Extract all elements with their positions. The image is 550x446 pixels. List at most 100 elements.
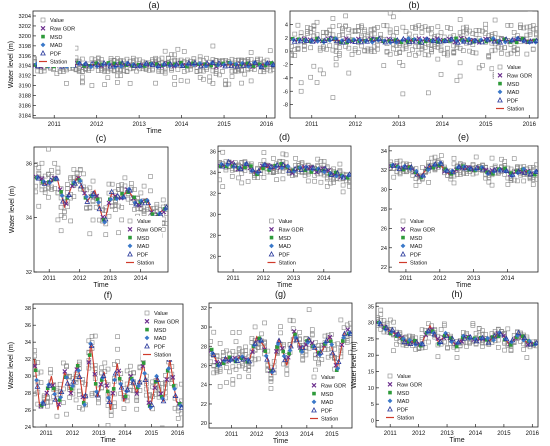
value-marker (530, 46, 536, 52)
value-marker (375, 46, 380, 52)
value-marker (451, 33, 457, 39)
raw-gdr-marker (44, 390, 50, 396)
pdf-marker (210, 351, 217, 357)
value-marker (33, 353, 37, 359)
legend-label: PDF (397, 407, 409, 413)
msd-marker (498, 81, 502, 86)
mad-marker (436, 37, 442, 43)
value-marker (473, 154, 479, 160)
x-tick-label: 2011 (384, 431, 398, 437)
value-marker (356, 28, 361, 33)
value-marker (172, 75, 177, 80)
pdf-marker (268, 163, 274, 170)
mad-marker (40, 42, 46, 48)
value-marker (67, 395, 73, 400)
value-marker (422, 345, 428, 350)
value-marker (172, 52, 177, 58)
pdf-marker (34, 383, 41, 389)
legend-label: Raw GDR (154, 320, 179, 326)
pdf-marker (454, 39, 461, 45)
value-marker (156, 68, 162, 74)
pdf-marker (485, 169, 492, 175)
legend-box (308, 372, 346, 424)
msd-marker (33, 368, 38, 373)
value-marker (239, 159, 245, 165)
msd-marker (93, 382, 98, 386)
value-marker (502, 347, 507, 353)
value-marker (499, 45, 504, 51)
value-marker (119, 205, 125, 210)
value-marker (227, 369, 232, 375)
mad-marker (341, 335, 347, 340)
y-tick-label: -8 (283, 103, 288, 109)
mad-marker (172, 386, 177, 392)
value-marker (524, 24, 530, 30)
value-marker (460, 48, 466, 53)
pdf-marker (412, 38, 419, 44)
value-marker (271, 156, 276, 161)
value-marker (102, 69, 107, 74)
value-marker (268, 386, 274, 391)
value-marker (169, 52, 174, 57)
y-tick-label: 30 (201, 325, 207, 331)
value-marker (330, 95, 336, 100)
value-marker (109, 202, 115, 208)
y-tick-label: 0 (285, 49, 288, 55)
value-marker (42, 190, 48, 195)
pdf-marker (204, 60, 210, 66)
mad-marker (197, 61, 203, 66)
value-marker (95, 56, 101, 61)
legend-label: MAD (507, 90, 519, 96)
value-marker (394, 51, 399, 56)
legend-label: Value (397, 374, 411, 380)
value-marker (71, 175, 77, 180)
y-tick-label: -4 (283, 76, 288, 82)
value-marker (284, 371, 290, 377)
value-marker (218, 177, 222, 183)
value-marker (359, 33, 364, 39)
value-marker (406, 52, 412, 57)
pdf-marker (261, 161, 268, 167)
value-marker (480, 344, 485, 349)
value-marker (242, 71, 248, 77)
msd-marker (105, 389, 110, 394)
y-tick-label: 34 (26, 216, 32, 222)
raw-gdr-marker (269, 226, 274, 232)
x-axis-label: Time (93, 282, 108, 289)
pdf-marker (461, 38, 467, 44)
pdf-marker (167, 61, 174, 67)
value-marker (397, 11, 402, 12)
value-marker (252, 357, 258, 363)
value-marker (236, 330, 242, 335)
value-marker (284, 362, 290, 367)
pdf-marker (60, 198, 66, 204)
x-tick-label: 2011 (227, 276, 241, 282)
value-marker (297, 330, 302, 335)
raw-gdr-marker (250, 349, 255, 355)
value-marker (467, 48, 472, 54)
value-marker (391, 14, 396, 20)
value-marker (159, 381, 165, 386)
value-marker (55, 217, 61, 223)
pdf-marker (521, 334, 528, 341)
value-marker (321, 44, 326, 50)
chart-panel-3: (d) 2011 2012 2013 2014 36 34 32 30 28 26 Time Value… (210, 132, 352, 289)
value-marker (381, 63, 387, 68)
pdf-marker (297, 37, 304, 44)
value-marker (331, 166, 336, 172)
pdf-marker (438, 160, 445, 166)
value-marker (337, 168, 343, 173)
value-marker (305, 178, 311, 184)
value-marker (111, 67, 117, 73)
panel-label: (b) (409, 0, 420, 10)
mad-marker (155, 64, 161, 70)
legend-label: Value (154, 311, 168, 317)
value-marker (298, 80, 304, 86)
value-marker (90, 178, 96, 184)
value-marker (457, 17, 463, 22)
pdf-marker (58, 388, 65, 395)
x-tick-label: 2013 (92, 431, 106, 437)
y-tick-label: 24 (201, 383, 207, 389)
mad-marker (425, 329, 430, 335)
value-marker (245, 179, 251, 184)
